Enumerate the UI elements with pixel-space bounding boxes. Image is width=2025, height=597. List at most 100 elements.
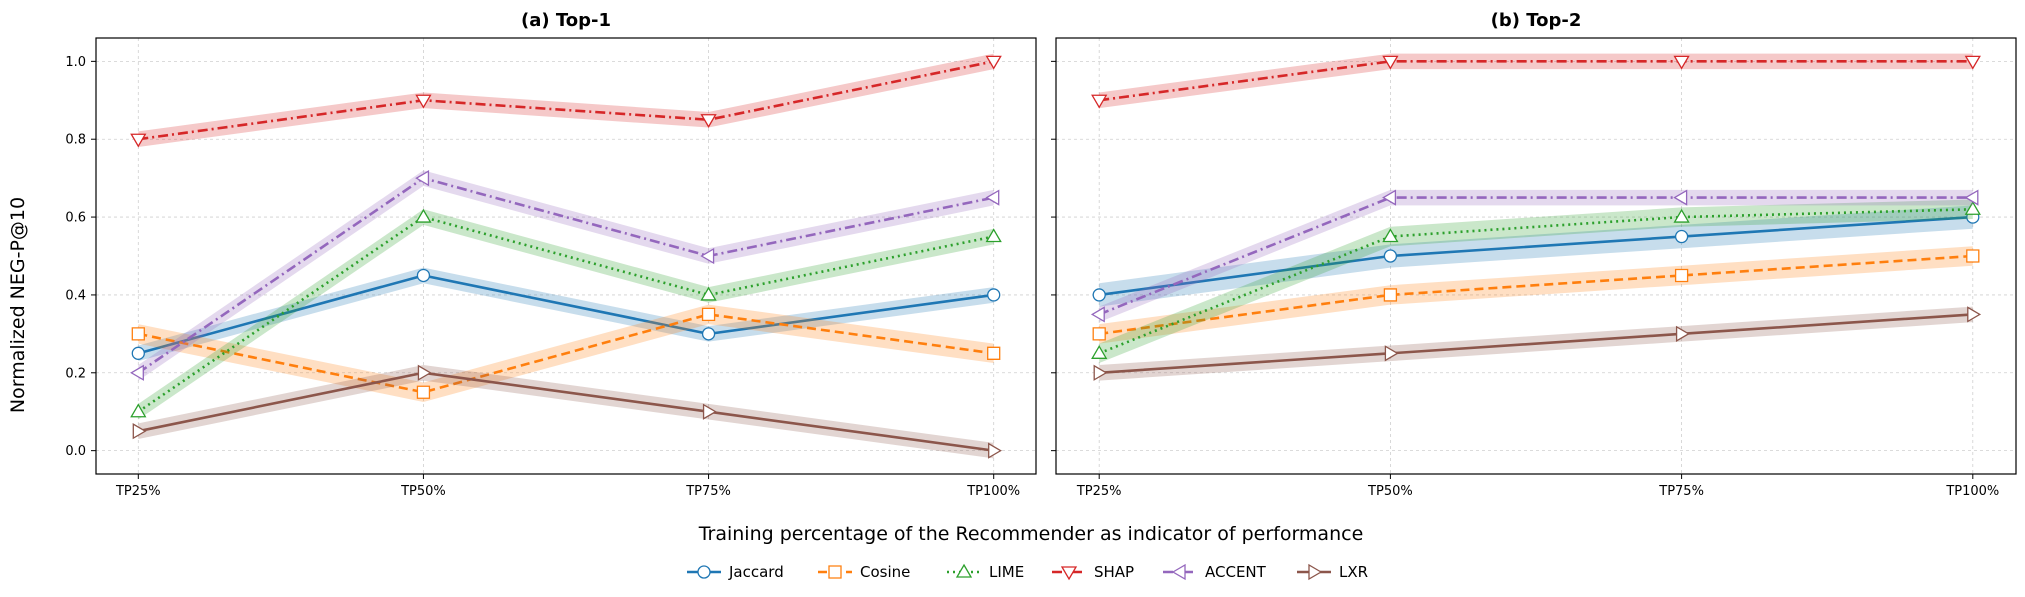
band-lime [1099,199,1973,364]
triangle-right-icon [1308,563,1323,581]
point-accent [1673,189,1688,206]
point-cosine [1674,268,1689,283]
point-shap [700,114,717,129]
point-accent [985,189,1000,206]
x-tick-label: TP75% [1658,484,1704,499]
point-lxr [1384,345,1399,362]
point-lxr [132,423,147,440]
series-line-lxr [1099,313,1973,375]
point-lxr [417,364,432,381]
legend-label: LIME [989,563,1024,581]
circle-icon [697,565,711,579]
point-shap [1673,55,1690,70]
series-line-lxr [138,371,994,452]
point-accent [1964,189,1979,206]
point-lime [130,403,147,418]
point-cosine [701,307,716,322]
point-shap [130,133,147,148]
point-lime [1091,345,1108,359]
band-lxr [138,365,994,459]
y-tick-label: 0.6 [65,211,86,226]
point-lime [1382,228,1399,243]
point-lxr [1093,364,1108,381]
point-jaccard [416,268,431,283]
band-lime [138,209,994,420]
legend-label: ACCENT [1205,563,1267,581]
x-tick-label: TP50% [1367,484,1413,499]
point-shap [985,55,1002,70]
point-accent [130,364,144,381]
triangle-up-icon [955,563,973,578]
point-lxr [1967,306,1982,323]
point-cosine [1966,249,1980,263]
point-cosine [131,327,145,341]
point-accent [1382,189,1397,206]
band-accent [1099,189,1973,323]
point-cosine [1092,327,1106,341]
triangle-down-icon [1060,566,1078,581]
legend-item-shap: SHAP [1052,563,1134,581]
triangle-left-icon [1171,563,1186,581]
legend-label: LXR [1339,563,1368,581]
point-jaccard [701,327,716,341]
series-line-shap [138,60,994,141]
series-line-jaccard [1099,215,1973,297]
panel-title: (a) Top-1 [521,10,611,31]
series-line-accent [137,176,994,374]
x-axis-label: Training percentage of the Recommender a… [698,523,1364,545]
point-shap [1382,55,1399,70]
y-tick-label: 0.4 [65,288,86,303]
point-lime [1673,208,1690,223]
point-lime [415,208,432,223]
legend-item-lime: LIME [947,563,1024,581]
x-tick-label: TP50% [400,484,446,499]
legend: Jaccard Cosine LIME SHAP ACCENT LXR [687,563,1368,581]
point-jaccard [1092,288,1106,302]
point-shap [1091,94,1108,109]
legend-label: SHAP [1094,563,1134,581]
point-lime [985,228,1002,243]
panel-top-2: TP25% TP50% TP75% TP100% (b) Top-2 [1051,10,2017,499]
square-icon [828,565,842,579]
legend-item-accent: ACCENT [1163,563,1267,581]
point-cosine [416,385,431,399]
band-accent [138,170,994,381]
point-jaccard [987,288,1001,302]
point-lxr [988,442,1002,459]
series-line-lime [137,215,994,413]
y-tick-label: 1.0 [65,55,86,70]
point-jaccard [1674,229,1689,244]
series-line-cosine [138,313,994,394]
series-line-jaccard [137,274,994,355]
panel-title: (b) Top-2 [1491,10,1582,31]
x-tick-label: TP75% [685,484,731,499]
panel-top-1: TP25% TP50% TP75% TP100% 0.0 0.2 0.4 0.6 0.8 1.0 (… [65,10,1037,499]
point-shap [415,94,432,109]
legend-item-cosine: Cosine [818,563,910,581]
x-tick-label: TP25% [115,484,161,499]
band-shap [1099,53,1973,109]
y-tick-label: 0.0 [65,444,86,459]
y-tick-label: 0.2 [65,366,86,381]
legend-label: Cosine [860,563,910,581]
x-tick-label: TP25% [1076,484,1122,499]
y-tick-label: 0.8 [65,133,86,148]
point-jaccard [1383,249,1398,263]
series-line-cosine [1099,254,1973,336]
series-line-shap [1099,60,1973,102]
point-cosine [1383,288,1398,302]
band-jaccard [138,267,994,362]
point-shap [1964,55,1981,70]
point-cosine [987,346,1001,360]
legend-item-lxr: LXR [1297,563,1368,581]
point-accent [700,247,715,265]
point-jaccard [131,346,145,360]
x-tick-label: TP100% [1945,484,1999,499]
y-axis-label: Normalized NEG-P@10 [7,197,29,413]
point-lime [700,286,717,301]
point-accent [415,170,430,187]
point-accent [1090,306,1105,323]
legend-label: Jaccard [728,563,784,581]
point-lime [1964,200,1981,215]
